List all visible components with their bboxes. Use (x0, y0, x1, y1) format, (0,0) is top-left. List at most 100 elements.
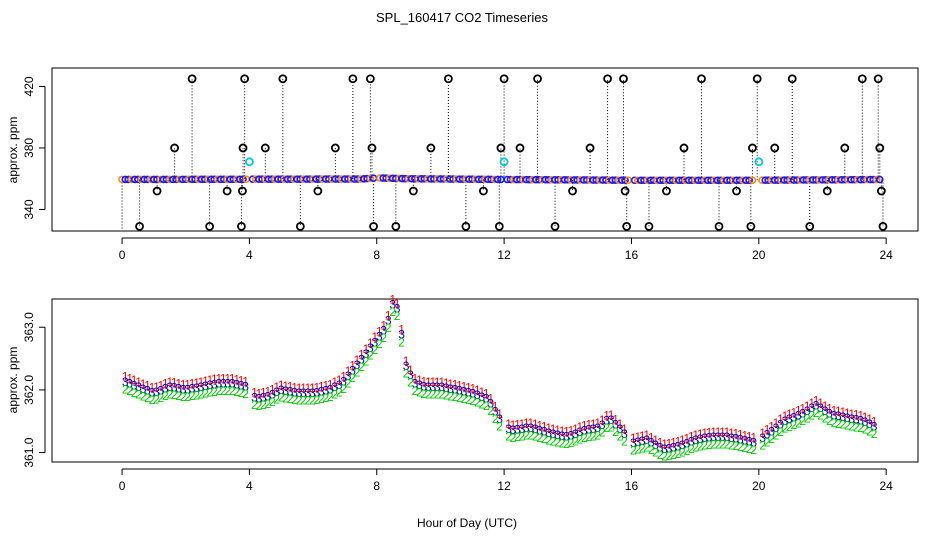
series-2-marker: 2 (862, 422, 869, 436)
series-3-marker: 3 (193, 381, 200, 395)
series-2-marker: 2 (643, 441, 650, 455)
series-3-marker: 3 (251, 391, 258, 405)
series-1-marker: 1 (242, 375, 249, 389)
series-1-marker: 1 (719, 425, 726, 439)
series-3-marker: 3 (153, 385, 160, 399)
series-1-marker: 1 (844, 406, 851, 420)
series-1-marker: 1 (158, 378, 165, 392)
series-1-marker: 1 (724, 425, 731, 439)
flagged-point (568, 186, 577, 196)
series-2-marker: 2 (345, 376, 352, 390)
series-2-marker: 2 (456, 391, 463, 405)
series-2-marker: 2 (666, 449, 673, 463)
series-1-marker: 1 (550, 422, 557, 436)
series-1-marker: 1 (630, 431, 637, 445)
series-2-marker: 2 (835, 417, 842, 431)
series-3-marker: 3 (438, 380, 445, 394)
series-3-marker: 3 (144, 384, 151, 398)
series-2-marker: 2 (193, 388, 200, 402)
flagged-point (295, 221, 305, 231)
series-2-marker: 2 (336, 385, 343, 399)
series-1-marker: 1 (354, 353, 361, 367)
bottom-x-tick-label: 4 (246, 479, 253, 493)
series-3-marker: 3 (612, 417, 619, 431)
series-2-marker: 2 (568, 436, 575, 450)
series-2-marker: 2 (318, 392, 325, 406)
series-3-marker: 3 (585, 423, 592, 437)
bottom-panel: 1111111111111111111111111111111111111111… (6, 293, 919, 493)
series-2-marker: 2 (710, 437, 717, 451)
series-2-marker: 2 (291, 393, 298, 407)
series-3-marker: 3 (184, 383, 191, 397)
series-2-marker: 2 (461, 392, 468, 406)
flagged-point (240, 74, 250, 84)
bottom-x-tick-label: 20 (752, 479, 766, 493)
series-2-marker: 2 (189, 389, 196, 403)
flagged-point (878, 221, 888, 231)
series-2-marker: 2 (211, 385, 218, 399)
series-3-marker: 3 (670, 440, 677, 454)
series-3-marker: 3 (808, 401, 815, 415)
series-2-marker: 2 (844, 419, 851, 433)
series-2-marker: 2 (287, 392, 294, 406)
series-3-marker: 3 (639, 434, 646, 448)
series-3-marker: 3 (661, 442, 668, 456)
series-1-marker: 1 (728, 426, 735, 440)
series-3-marker: 3 (617, 422, 624, 436)
series-3-marker: 3 (652, 438, 659, 452)
top-x-tick-label: 0 (119, 248, 126, 262)
series-2-marker: 2 (621, 435, 628, 449)
series-2-marker: 2 (657, 448, 664, 462)
series-1-marker: 1 (697, 427, 704, 441)
series-1-marker: 1 (278, 378, 285, 392)
series-3-marker: 3 (492, 404, 499, 418)
series-1-marker: 1 (443, 376, 450, 390)
series-1-marker: 1 (398, 323, 405, 337)
series-1-marker: 1 (545, 421, 552, 435)
series-1-marker: 1 (706, 425, 713, 439)
series-1-marker: 1 (131, 373, 138, 387)
flagged-point (479, 186, 488, 196)
series-1-marker: 1 (590, 417, 597, 431)
series-1-marker: 1 (296, 381, 303, 395)
flagged-point (550, 221, 560, 231)
series-2-marker: 2 (358, 360, 365, 374)
series-3-marker: 3 (487, 397, 494, 411)
series-1-marker: 1 (211, 372, 218, 386)
series-1-marker: 1 (434, 375, 441, 389)
series-1-marker: 1 (349, 358, 356, 372)
series-2-marker: 2 (634, 442, 641, 456)
series-3-marker: 3 (706, 430, 713, 444)
series-1-marker: 1 (363, 342, 370, 356)
flagged-point (714, 221, 724, 231)
series-3-marker: 3 (461, 384, 468, 398)
series-1-marker: 1 (287, 380, 294, 394)
series-1-marker: 1 (371, 330, 378, 344)
flagged-point (622, 221, 632, 231)
series-3-marker: 3 (367, 341, 374, 355)
series-3-marker: 3 (554, 428, 561, 442)
series-2-marker: 2 (528, 428, 535, 442)
bottom-y-axis-label: approx. ppm (6, 347, 20, 414)
series-2-marker: 2 (443, 388, 450, 402)
series-1-marker: 1 (675, 435, 682, 449)
series-2-marker: 2 (322, 391, 329, 405)
series-3-marker: 3 (786, 412, 793, 426)
series-2-marker: 2 (585, 430, 592, 444)
series-3-marker: 3 (799, 406, 806, 420)
flagged-point (873, 74, 883, 84)
series-2-marker: 2 (764, 435, 771, 449)
series-1-marker: 1 (251, 386, 258, 400)
series-2-marker: 2 (273, 393, 280, 407)
series-3-marker: 3 (777, 417, 784, 431)
series-2-marker: 2 (541, 432, 548, 446)
series-2-marker: 2 (265, 397, 272, 411)
series-1-marker: 1 (822, 399, 829, 413)
series-1-marker: 1 (661, 437, 668, 451)
flagged-point (499, 74, 509, 84)
series-2-marker: 2 (599, 426, 606, 440)
series-2-marker: 2 (617, 429, 624, 443)
series-2-marker: 2 (354, 365, 361, 379)
series-1-marker: 1 (162, 377, 169, 391)
series-3-marker: 3 (443, 381, 450, 395)
